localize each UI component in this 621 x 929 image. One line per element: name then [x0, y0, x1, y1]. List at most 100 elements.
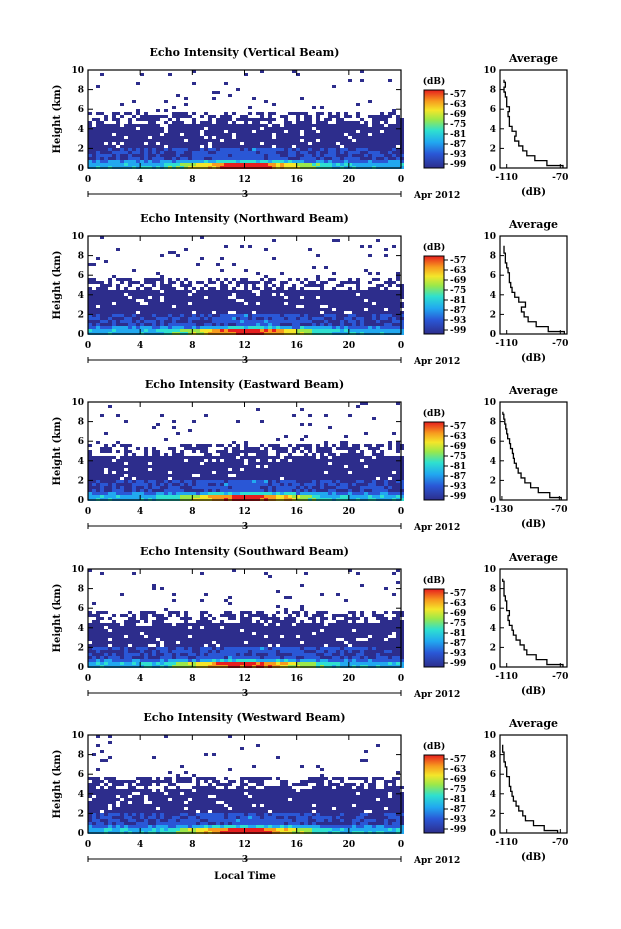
- echo-cell: [200, 320, 204, 323]
- echo-cell: [384, 157, 388, 160]
- echo-cell: [312, 142, 316, 145]
- echo-cell: [400, 160, 404, 163]
- echo-cell: [372, 148, 376, 151]
- echo-cell: [324, 148, 328, 151]
- echo-cell: [264, 474, 268, 477]
- echo-cell: [152, 124, 156, 127]
- echo-cell: [396, 311, 400, 314]
- echo-cell: [320, 160, 324, 163]
- echo-cell: [144, 638, 148, 641]
- echo-cell: [372, 130, 376, 133]
- echo-cell: [220, 290, 224, 293]
- echo-cell: [332, 477, 336, 480]
- echo-cell: [396, 272, 400, 275]
- echo-cell: [172, 136, 176, 139]
- echo-cell: [168, 329, 172, 332]
- echo-cell: [136, 638, 140, 641]
- echo-cell: [272, 492, 276, 495]
- echo-cell: [196, 320, 200, 323]
- echo-cell: [252, 626, 256, 629]
- echo-cell: [344, 471, 348, 474]
- echo-cell: [128, 617, 132, 620]
- echo-cell: [104, 284, 108, 287]
- echo-cell: [160, 308, 164, 311]
- echo-cell: [172, 644, 176, 647]
- echo-cell: [248, 293, 252, 296]
- echo-cell: [104, 653, 108, 656]
- echo-cell: [344, 293, 348, 296]
- profile-x-tick-label: -70: [552, 339, 568, 349]
- echo-cell: [388, 163, 392, 166]
- echo-cell: [248, 139, 252, 142]
- echo-cell: [160, 302, 164, 305]
- echo-cell: [372, 287, 376, 290]
- echo-cell: [88, 154, 92, 157]
- echo-cell: [340, 293, 344, 296]
- echo-cell: [220, 453, 224, 456]
- echo-cell: [180, 127, 184, 130]
- echo-cell: [220, 483, 224, 486]
- x-tick-label: 8: [189, 341, 195, 351]
- echo-cell: [372, 157, 376, 160]
- echo-cell: [104, 311, 108, 314]
- echo-cell: [368, 489, 372, 492]
- echo-cell: [184, 151, 188, 154]
- echo-cell: [116, 441, 120, 444]
- echo-cell: [324, 145, 328, 148]
- echo-cell: [292, 308, 296, 311]
- echo-cell: [332, 483, 336, 486]
- echo-cell: [216, 133, 220, 136]
- echo-cell: [88, 456, 92, 459]
- echo-cell: [144, 456, 148, 459]
- echo-cell: [192, 644, 196, 647]
- echo-cell: [368, 474, 372, 477]
- echo-cell: [268, 160, 272, 163]
- echo-cell: [88, 287, 92, 290]
- echo-cell: [340, 447, 344, 450]
- echo-cell: [368, 290, 372, 293]
- echo-cell: [104, 662, 108, 665]
- panel-title: Echo Intensity (Eastward Beam): [145, 378, 344, 391]
- echo-cell: [344, 317, 348, 320]
- echo-cell: [324, 447, 328, 450]
- echo-cell: [304, 326, 308, 329]
- echo-cell: [164, 157, 168, 160]
- date-month-label: Apr 2012: [413, 357, 460, 367]
- echo-cell: [312, 281, 316, 284]
- echo-cell: [284, 308, 288, 311]
- echo-cell: [252, 450, 256, 453]
- echo-cell: [264, 308, 268, 311]
- echo-cell: [300, 474, 304, 477]
- echo-cell: [220, 299, 224, 302]
- echo-cell: [368, 305, 372, 308]
- echo-cell: [348, 474, 352, 477]
- echo-cell: [104, 474, 108, 477]
- echo-cell: [116, 656, 120, 659]
- echo-cell: [256, 314, 260, 317]
- echo-cell: [348, 492, 352, 495]
- y-tick-label: 10: [71, 232, 84, 242]
- echo-cell: [360, 145, 364, 148]
- echo-cell: [224, 121, 228, 124]
- echo-cell: [400, 468, 404, 471]
- echo-cell: [188, 468, 192, 471]
- echo-cell: [144, 647, 148, 650]
- echo-cell: [388, 468, 392, 471]
- echo-cell: [104, 641, 108, 644]
- echo-cell: [200, 653, 204, 656]
- echo-cell: [372, 133, 376, 136]
- echo-cell: [260, 290, 264, 293]
- echo-cell: [160, 587, 164, 590]
- echo-cell: [212, 148, 216, 151]
- echo-cell: [176, 145, 180, 148]
- echo-cell: [184, 489, 188, 492]
- echo-cell: [288, 290, 292, 293]
- echo-cell: [224, 136, 228, 139]
- echo-cell: [356, 133, 360, 136]
- echo-cell: [252, 656, 256, 659]
- echo-cell: [224, 139, 228, 142]
- echo-cell: [336, 290, 340, 293]
- echo-cell: [244, 453, 248, 456]
- echo-cell: [192, 483, 196, 486]
- echo-cell: [272, 326, 276, 329]
